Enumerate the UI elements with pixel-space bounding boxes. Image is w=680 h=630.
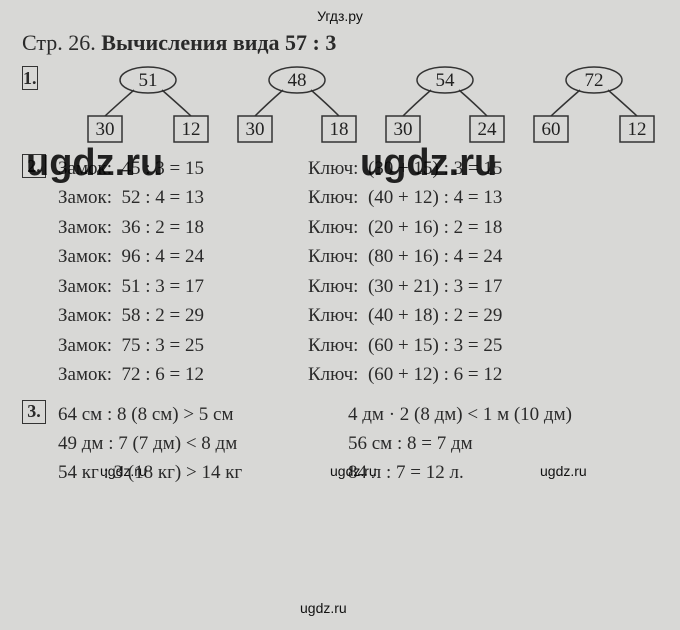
lock-key-row: Замок: 45 : 3 = 15 Ключ: (30 + 15) : 3 = … — [58, 154, 588, 183]
svg-text:12: 12 — [181, 119, 200, 140]
key-expression: Ключ: (30 + 21) : 3 = 17 — [308, 272, 588, 301]
page-title: Стр. 26. Вычисления вида 57 : 3 — [22, 30, 658, 56]
lock-expression: Замок: 75 : 3 = 25 — [58, 331, 278, 360]
tree-diagram: 54 30 24 — [372, 66, 518, 146]
comparison-row: 64 см : 8 (8 см) > 5 см 4 дм · 2 (8 дм) <… — [58, 400, 608, 429]
comparison-right: 84 л : 7 = 12 л. — [348, 458, 608, 487]
lock-expression: Замок: 45 : 3 = 15 — [58, 154, 278, 183]
title-main: Вычисления вида 57 : 3 — [101, 30, 336, 55]
tree-diagrams: 51 30 12 48 30 18 54 30 24 72 60 12 — [74, 66, 668, 144]
key-expression: Ключ: (60 + 15) : 3 = 25 — [308, 331, 588, 360]
site-header: Угдз.ру — [22, 8, 658, 24]
svg-text:48: 48 — [287, 70, 306, 91]
lock-expression: Замок: 72 : 6 = 12 — [58, 360, 278, 389]
comparison-row: 49 дм : 7 (7 дм) < 8 дм 56 см : 8 = 7 дм — [58, 429, 608, 458]
svg-text:30: 30 — [393, 119, 412, 140]
svg-text:72: 72 — [584, 70, 603, 91]
key-expression: Ключ: (40 + 12) : 4 = 13 — [308, 183, 588, 212]
key-expression: Ключ: (40 + 18) : 2 = 29 — [308, 301, 588, 330]
lock-key-row: Замок: 96 : 4 = 24 Ключ: (80 + 16) : 4 = … — [58, 242, 588, 271]
section-2-body: Замок: 45 : 3 = 15 Ключ: (30 + 15) : 3 = … — [58, 154, 588, 390]
tree-diagram: 72 60 12 — [520, 66, 668, 146]
svg-text:24: 24 — [477, 119, 497, 140]
lock-key-row: Замок: 52 : 4 = 13 Ключ: (40 + 12) : 4 = … — [58, 183, 588, 212]
comparison-right: 56 см : 8 = 7 дм — [348, 429, 608, 458]
comparison-row: 54 кг : 3 (18 кг) > 14 кг 84 л : 7 = 12 л… — [58, 458, 608, 487]
title-prefix: Стр. 26. — [22, 30, 96, 55]
tree: 48 30 18 — [224, 66, 370, 144]
svg-text:54: 54 — [435, 70, 455, 91]
lock-expression: Замок: 96 : 4 = 24 — [58, 242, 278, 271]
section-2: 2. Замок: 45 : 3 = 15 Ключ: (30 + 15) : 3… — [22, 154, 658, 390]
tree: 72 60 12 — [520, 66, 668, 144]
lock-key-row: Замок: 58 : 2 = 29 Ключ: (40 + 18) : 2 = … — [58, 301, 588, 330]
comparison-right: 4 дм · 2 (8 дм) < 1 м (10 дм) — [348, 400, 608, 429]
comparison-left: 54 кг : 3 (18 кг) > 14 кг — [58, 458, 318, 487]
lock-key-row: Замок: 51 : 3 = 17 Ключ: (30 + 21) : 3 = … — [58, 272, 588, 301]
key-expression: Ключ: (80 + 16) : 4 = 24 — [308, 242, 588, 271]
svg-text:30: 30 — [95, 119, 114, 140]
lock-expression: Замок: 58 : 2 = 29 — [58, 301, 278, 330]
watermark-small: ugdz.ru — [300, 600, 347, 616]
lock-key-row: Замок: 72 : 6 = 12 Ключ: (60 + 12) : 6 = … — [58, 360, 588, 389]
section-3-number: 3. — [22, 400, 46, 424]
section-3: 3. 64 см : 8 (8 см) > 5 см 4 дм · 2 (8 дм… — [22, 400, 658, 488]
lock-expression: Замок: 51 : 3 = 17 — [58, 272, 278, 301]
lock-key-row: Замок: 36 : 2 = 18 Ключ: (20 + 16) : 2 = … — [58, 213, 588, 242]
lock-expression: Замок: 36 : 2 = 18 — [58, 213, 278, 242]
tree-diagram: 48 30 18 — [224, 66, 370, 146]
svg-text:30: 30 — [245, 119, 264, 140]
comparison-left: 64 см : 8 (8 см) > 5 см — [58, 400, 318, 429]
tree-diagram: 51 30 12 — [74, 66, 222, 146]
lock-key-row: Замок: 75 : 3 = 25 Ключ: (60 + 15) : 3 = … — [58, 331, 588, 360]
comparison-left: 49 дм : 7 (7 дм) < 8 дм — [58, 429, 318, 458]
key-expression: Ключ: (60 + 12) : 6 = 12 — [308, 360, 588, 389]
tree: 51 30 12 — [74, 66, 222, 144]
lock-expression: Замок: 52 : 4 = 13 — [58, 183, 278, 212]
tree: 54 30 24 — [372, 66, 518, 144]
section-2-number: 2. — [22, 154, 46, 178]
svg-text:18: 18 — [329, 119, 348, 140]
svg-text:12: 12 — [627, 119, 646, 140]
key-expression: Ключ: (20 + 16) : 2 = 18 — [308, 213, 588, 242]
section-3-body: 64 см : 8 (8 см) > 5 см 4 дм · 2 (8 дм) <… — [58, 400, 608, 488]
svg-text:60: 60 — [541, 119, 560, 140]
section-1: 1. 51 30 12 48 30 18 54 30 24 72 60 12 — [22, 66, 658, 144]
svg-text:51: 51 — [138, 70, 157, 91]
section-1-number: 1. — [22, 66, 38, 90]
key-expression: Ключ: (30 + 15) : 3 = 15 — [308, 154, 588, 183]
